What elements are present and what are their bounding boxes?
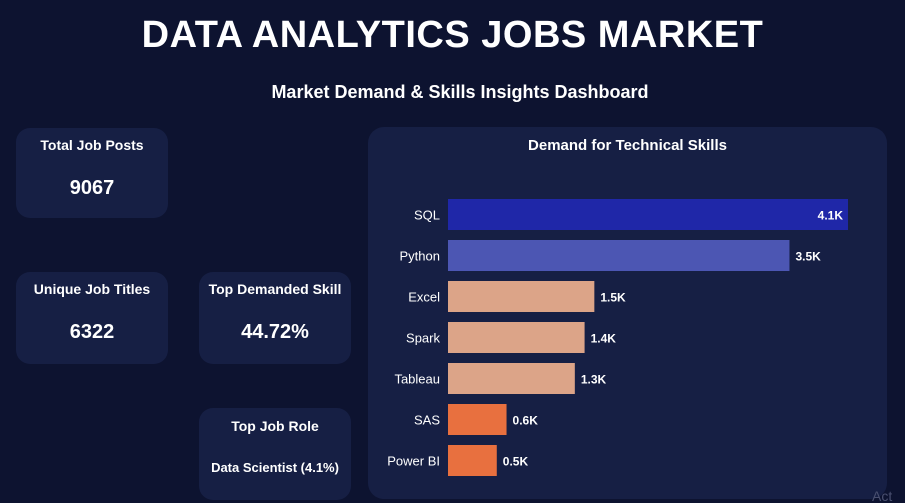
kpi-card-top-job-role[interactable]: Top Job Role Data Scientist (4.1%) xyxy=(199,408,351,500)
data-label-sas: 0.6K xyxy=(513,414,539,428)
data-label-power-bi: 0.5K xyxy=(503,455,529,469)
watermark-text: Act xyxy=(872,488,893,503)
kpi-label: Top Job Role xyxy=(231,418,319,434)
data-label-python: 3.5K xyxy=(795,250,821,264)
bar-tableau[interactable] xyxy=(448,363,575,394)
bar-excel[interactable] xyxy=(448,281,595,312)
skills-bar-chart: SQL 4.1K Python 3.5K Excel 1.5K Spark 1.4K Table… xyxy=(387,199,848,476)
data-label-spark: 1.4K xyxy=(591,332,617,346)
kpi-card-unique-job-titles[interactable]: Unique Job Titles 6322 xyxy=(16,272,168,364)
kpi-value: Data Scientist (4.1%) xyxy=(211,460,339,475)
data-label-sql: 4.1K xyxy=(818,209,844,223)
bar-python[interactable] xyxy=(448,240,790,271)
kpi-value: 6322 xyxy=(69,321,115,343)
category-label-excel: Excel xyxy=(408,290,440,305)
page-title: DATA ANALYTICS JOBS MARKET xyxy=(141,14,764,56)
data-label-excel: 1.5K xyxy=(600,291,626,305)
category-label-spark: Spark xyxy=(406,331,440,346)
bar-sql[interactable] xyxy=(448,199,848,230)
category-label-python: Python xyxy=(400,249,440,264)
chart-title: Demand for Technical Skills xyxy=(528,137,727,154)
kpi-label: Top Demanded Skill xyxy=(208,281,342,297)
category-label-sas: SAS xyxy=(414,413,440,428)
category-label-power-bi: Power BI xyxy=(387,454,440,469)
bar-power-bi[interactable] xyxy=(448,445,497,476)
category-label-tableau: Tableau xyxy=(394,372,440,387)
kpi-value: 9067 xyxy=(69,177,115,199)
category-label-sql: SQL xyxy=(414,208,440,223)
kpi-value: 44.72% xyxy=(241,321,309,343)
data-label-tableau: 1.3K xyxy=(581,373,607,387)
kpi-label: Unique Job Titles xyxy=(33,281,151,297)
bar-spark[interactable] xyxy=(448,322,585,353)
kpi-card-top-demanded-skill[interactable]: Top Demanded Skill 44.72% xyxy=(199,272,351,364)
bar-sas[interactable] xyxy=(448,404,507,435)
kpi-label: Total Job Posts xyxy=(40,137,144,153)
kpi-card-total-job-posts[interactable]: Total Job Posts 9067 xyxy=(16,128,168,218)
page-subtitle: Market Demand & Skills Insights Dashboar… xyxy=(271,82,649,102)
skills-chart-panel: Demand for Technical Skills SQL 4.1K Pytho… xyxy=(368,127,887,499)
